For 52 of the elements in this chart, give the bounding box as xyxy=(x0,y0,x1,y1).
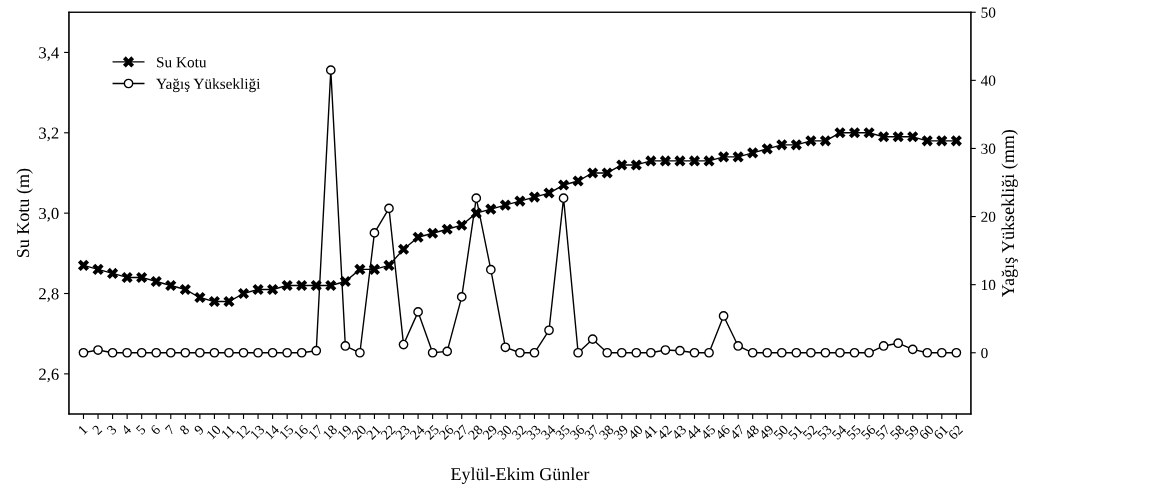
y2-tick-label: 0 xyxy=(981,347,988,359)
x-tick-label: 45 xyxy=(700,424,717,441)
y2-tick-label: 50 xyxy=(981,7,996,18)
x-tick-label: 6 xyxy=(150,424,161,436)
legend-label: Su Kotu xyxy=(157,57,207,68)
x-tick-label: 1 xyxy=(77,424,88,435)
y-axis-title: Su Kotu (m) xyxy=(16,168,33,258)
x-tick-label: 3 xyxy=(106,424,118,436)
y2-axis-title: Yağış Yüksekliği (mm) xyxy=(1001,129,1018,297)
x-tick-label: 28 xyxy=(467,424,484,441)
x-tick-label: 46 xyxy=(714,424,731,441)
x-tick-label: 8 xyxy=(179,424,190,436)
x-tick-label: 13 xyxy=(249,424,266,440)
x-tick-label: 49 xyxy=(758,424,775,441)
x-tick-label: 37 xyxy=(584,424,600,441)
x-tick-label: 58 xyxy=(889,424,906,440)
x-tick-label: 16 xyxy=(293,424,309,440)
x-tick-label: 5 xyxy=(135,424,147,436)
y-tick-label: 3,2 xyxy=(39,127,59,142)
y-tick-label: 3,0 xyxy=(39,207,59,222)
y-tick-label: 2,8 xyxy=(39,288,59,302)
y-tick-label: 3,4 xyxy=(39,47,59,61)
x-tick-label: 14 xyxy=(264,424,280,440)
x-tick-label: 17 xyxy=(308,424,324,440)
x-tick-label: 52 xyxy=(802,424,818,440)
legend-label: Yağış Yüksekliği xyxy=(156,78,261,93)
x-tick-label: 44 xyxy=(685,424,702,441)
x-tick-label: 40 xyxy=(627,424,644,441)
x-tick-label: 48 xyxy=(743,424,760,441)
y2-tick-label: 20 xyxy=(981,211,996,223)
x-tick-label: 57 xyxy=(875,424,891,440)
x-tick-label: 9 xyxy=(193,424,205,436)
x-tick-label: 47 xyxy=(729,424,746,441)
x-tick-label: 12 xyxy=(235,424,251,440)
x-tick-label: 7 xyxy=(164,424,176,435)
x-tick-label: 15 xyxy=(278,424,295,440)
x-tick-label: 42 xyxy=(656,424,673,441)
x-tick-label: 27 xyxy=(453,424,469,440)
x-tick-label: 19 xyxy=(337,424,353,440)
y-tick-label: 2,6 xyxy=(39,368,59,383)
x-tick-label: 25 xyxy=(424,424,440,441)
x-axis-title: Eylül-Ekim Günler xyxy=(450,467,590,484)
x-tick-label: 55 xyxy=(846,424,862,440)
y2-tick-label: 30 xyxy=(981,143,996,154)
x-tick-label: 38 xyxy=(598,424,615,441)
x-tick-label: 4 xyxy=(120,424,132,436)
x-tick-label: 43 xyxy=(671,424,687,441)
y2-tick-label: 40 xyxy=(980,75,996,86)
y2-tick-label: 10 xyxy=(981,279,996,291)
x-tick-label: 18 xyxy=(322,424,338,440)
x-tick-label: 53 xyxy=(816,424,833,440)
x-tick-label: 2 xyxy=(91,424,103,436)
